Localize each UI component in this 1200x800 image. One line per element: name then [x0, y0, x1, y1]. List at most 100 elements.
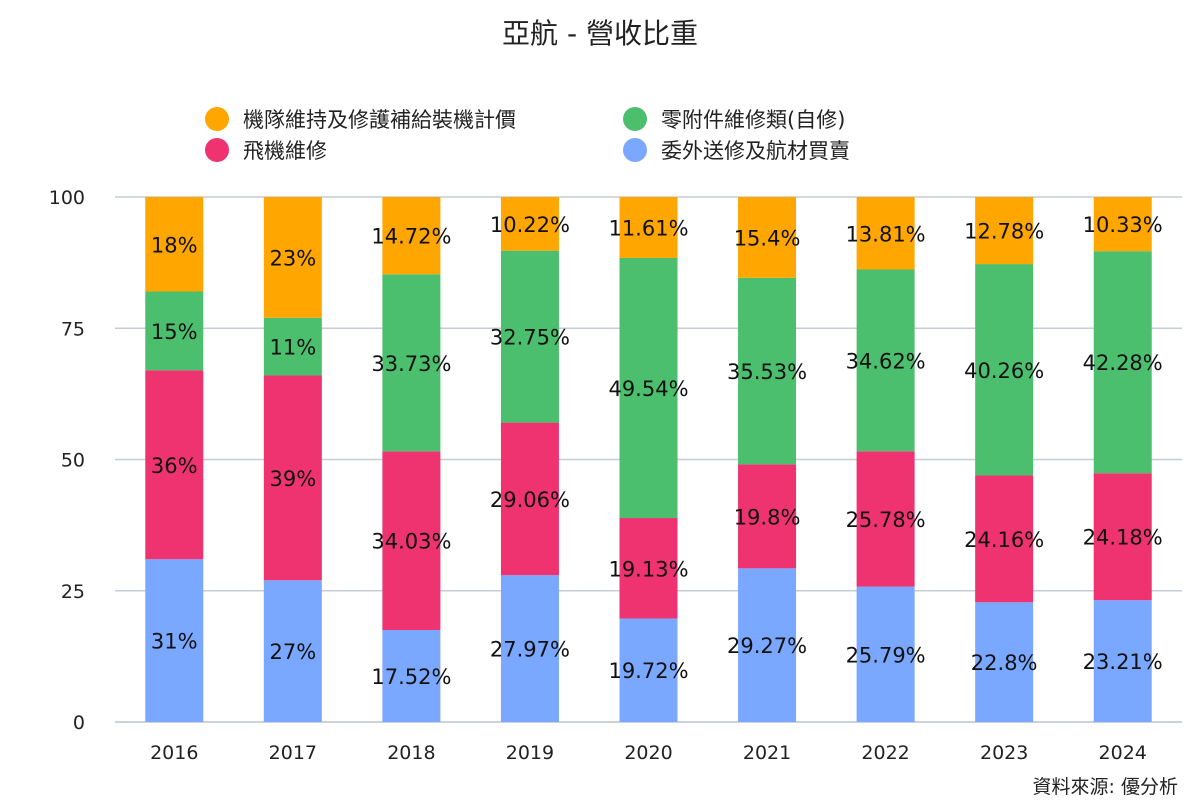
bar-segment [500, 197, 559, 251]
data-label: 23.21% [1083, 650, 1163, 674]
bar-segment [382, 197, 441, 275]
data-label: 13.81% [846, 222, 926, 246]
source-note: 資料來源: 優分析 [1032, 776, 1178, 798]
data-label: 29.27% [727, 634, 807, 658]
bar-segment [500, 575, 559, 722]
bar-segment [263, 317, 322, 376]
y-tick-label: 75 [61, 318, 85, 340]
x-tick-label: 2017 [269, 742, 317, 764]
legend-swatch-icon [205, 138, 229, 162]
data-label: 39% [269, 467, 316, 491]
bar-segment [500, 422, 559, 576]
bar-segment [856, 586, 915, 722]
legend-item: 飛機維修 [205, 135, 327, 165]
bar-segment [1093, 197, 1152, 252]
data-label: 15% [151, 320, 198, 344]
y-tick-label: 50 [61, 450, 85, 472]
data-label: 18% [151, 233, 198, 257]
legend-label: 零附件維修類(自修) [661, 108, 846, 132]
legend-label: 飛機維修 [243, 139, 327, 163]
data-label: 15.4% [734, 226, 801, 250]
data-label: 24.16% [964, 528, 1044, 552]
data-label: 27% [269, 640, 316, 664]
x-tick-label: 2024 [1099, 742, 1147, 764]
data-label: 27.97% [490, 638, 570, 662]
data-label: 14.72% [371, 225, 451, 249]
legend-swatch-icon [623, 107, 647, 131]
data-label: 32.75% [490, 326, 570, 350]
legend-label: 委外送修及航材買賣 [661, 139, 850, 163]
x-tick-label: 2023 [980, 742, 1028, 764]
legend-swatch-icon [205, 107, 229, 131]
data-label: 29.06% [490, 488, 570, 512]
data-label: 19.72% [608, 659, 688, 683]
data-label: 33.73% [371, 352, 451, 376]
bar-segment [263, 197, 322, 318]
legend-item: 零附件維修類(自修) [623, 104, 845, 134]
data-label: 10.33% [1083, 213, 1163, 237]
data-label: 19.13% [608, 557, 688, 581]
y-tick-label: 25 [61, 581, 85, 603]
legend-swatch-icon [623, 138, 647, 162]
y-tick-label: 100 [49, 187, 85, 209]
data-label: 42.28% [1083, 351, 1163, 375]
data-label: 25.79% [846, 643, 926, 667]
data-label: 23% [269, 246, 316, 270]
data-label: 11% [269, 336, 316, 360]
bar-segment [738, 277, 797, 465]
bar-segment [145, 197, 204, 292]
bar-segment [619, 197, 678, 258]
data-label: 35.53% [727, 360, 807, 384]
data-label: 10.22% [490, 213, 570, 237]
data-label: 36% [151, 454, 198, 478]
x-tick-label: 2016 [150, 742, 198, 764]
bar-segment [263, 580, 322, 722]
x-tick-label: 2019 [506, 742, 554, 764]
bar-segment [145, 559, 204, 722]
data-label: 22.8% [971, 651, 1038, 675]
bar-segment [975, 197, 1034, 265]
bar-segment [382, 451, 441, 631]
bar-segment [145, 291, 204, 371]
bar-segment [856, 269, 915, 452]
data-label: 17.52% [371, 665, 451, 689]
x-tick-label: 2018 [387, 742, 435, 764]
bar-segment [856, 451, 915, 587]
chart-title: 亞航 - 營收比重 [502, 17, 698, 50]
legend-label: 機隊維持及修護補給裝機計價 [243, 108, 516, 132]
x-tick-label: 2021 [743, 742, 791, 764]
bar-segment [619, 257, 678, 519]
legend-item: 委外送修及航材買賣 [623, 135, 850, 165]
bar-segment [738, 568, 797, 722]
data-label: 34.62% [846, 349, 926, 373]
bar-segment [1093, 251, 1152, 474]
data-label: 49.54% [608, 377, 688, 401]
bar-segment [1093, 600, 1152, 722]
bar-segment [619, 618, 678, 722]
bar-segment [500, 250, 559, 423]
data-label: 34.03% [371, 530, 451, 554]
bar-segment [1093, 473, 1152, 601]
data-label: 11.61% [608, 216, 688, 240]
bar-segment [382, 630, 441, 722]
legend: 機隊維持及修護補給裝機計價 零附件維修類(自修) 飛機維修 委外送修及航材買賣 [205, 104, 925, 168]
data-label: 31% [151, 630, 198, 654]
bar-segment [263, 375, 322, 581]
bar-segment [975, 602, 1034, 722]
bar-segment [382, 274, 441, 452]
data-label: 24.18% [1083, 526, 1163, 550]
bar-segment [738, 197, 797, 278]
bar-segment [975, 475, 1034, 603]
data-label: 19.8% [734, 505, 801, 529]
x-tick-label: 2020 [624, 742, 672, 764]
bar-segment [856, 197, 915, 270]
bar-segment [145, 370, 204, 560]
bar-segment [738, 464, 797, 569]
bar-segment [619, 518, 678, 619]
bar-segment [975, 264, 1034, 476]
legend-item: 機隊維持及修護補給裝機計價 [205, 104, 516, 134]
x-tick-label: 2022 [861, 742, 909, 764]
y-tick-label: 0 [73, 712, 85, 734]
data-label: 12.78% [964, 220, 1044, 244]
